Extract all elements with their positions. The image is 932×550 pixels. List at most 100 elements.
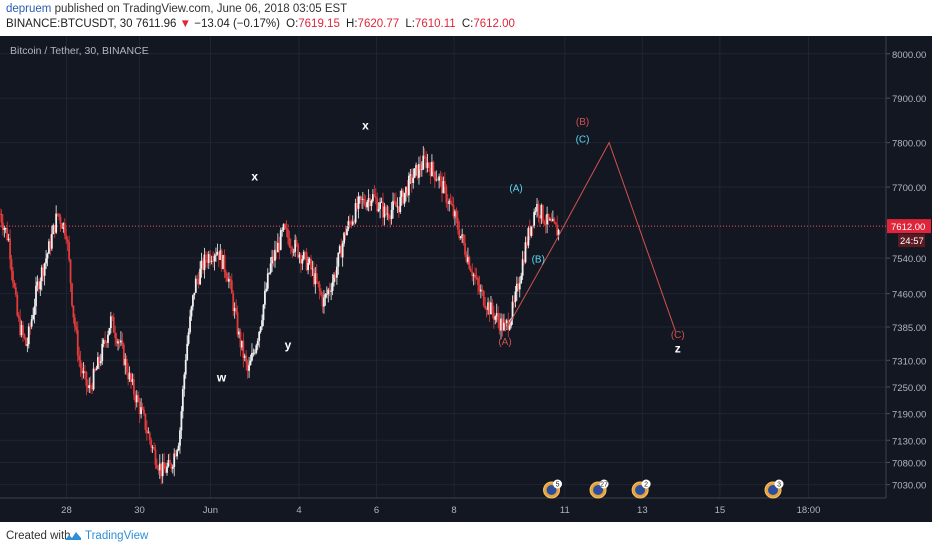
symbol-label: BINANCE:BTCUSDT, 30 — [6, 18, 133, 30]
candle-body — [528, 228, 531, 236]
wave-label: x — [362, 118, 369, 132]
candle-body — [514, 291, 517, 302]
candle-body — [176, 450, 178, 457]
candle-body — [420, 169, 423, 171]
candle-body — [236, 312, 239, 335]
candle-body — [373, 194, 376, 197]
candle-body — [495, 313, 498, 317]
candle-body — [112, 317, 115, 333]
candle-body — [305, 252, 308, 271]
candle-body — [117, 341, 119, 344]
candle-body — [443, 181, 446, 187]
wave-label: (C) — [671, 330, 685, 341]
candle-body — [226, 277, 229, 282]
chart-background — [0, 36, 932, 522]
candle-body — [546, 213, 549, 225]
candle-body — [526, 242, 528, 246]
candle-body — [412, 177, 415, 184]
tradingview-brand[interactable]: TradingView — [85, 530, 149, 542]
candle-body — [245, 355, 248, 363]
candle-body — [520, 275, 523, 284]
candle-body — [207, 254, 210, 263]
candle-body — [3, 228, 6, 230]
candle-body — [533, 212, 536, 227]
candle-body — [173, 453, 176, 468]
candle-body — [386, 213, 389, 215]
candle-body — [376, 198, 379, 212]
candle-body — [76, 329, 79, 356]
candle-body — [367, 198, 370, 202]
high-value: 7620.77 — [357, 18, 400, 30]
candle-body — [27, 326, 30, 345]
candle-body — [160, 463, 163, 477]
candle-body — [455, 211, 458, 219]
candle-body — [128, 373, 131, 380]
candle-body — [327, 289, 330, 295]
candle-body — [144, 413, 147, 430]
candle-body — [97, 357, 99, 369]
candle-body — [10, 259, 13, 272]
candle-body — [531, 225, 534, 227]
candle-body — [33, 306, 36, 315]
time-axis-label: 6 — [374, 505, 379, 516]
price-axis-label: 7030.00 — [892, 481, 926, 492]
candle-body — [541, 205, 544, 222]
candle-body — [121, 340, 124, 345]
candle-body — [63, 223, 66, 236]
candle-body — [49, 241, 52, 249]
time-axis-label: 30 — [134, 505, 145, 516]
candle-body — [82, 370, 85, 374]
candle-body — [118, 341, 121, 343]
candle-body — [269, 263, 272, 273]
candle-body — [477, 277, 479, 286]
candle-body — [92, 368, 95, 390]
candle-body — [222, 255, 225, 269]
candle-body — [223, 255, 226, 273]
candle-body — [265, 288, 268, 291]
candle-body — [397, 206, 400, 213]
candle-body — [294, 239, 297, 252]
candle-body — [423, 155, 426, 157]
candle-body — [6, 228, 9, 241]
tradingview-logo-icon — [65, 532, 81, 540]
high-label: H: — [346, 18, 358, 30]
candle-body — [369, 198, 371, 207]
candle-body — [549, 219, 551, 221]
price-chart[interactable]: 8000.00 7900.00 7800.00 7700.00 7540.00 7460.… — [0, 36, 932, 522]
wave-label: (A) — [498, 337, 511, 348]
candle-body — [85, 371, 88, 386]
candle-body — [469, 268, 472, 272]
candle-body — [52, 225, 55, 234]
author-link[interactable]: depruem — [6, 3, 52, 15]
event-badge-bg — [641, 479, 651, 489]
candle-body — [544, 224, 547, 225]
wave-label: y — [285, 338, 292, 352]
candle-body — [468, 257, 471, 269]
candle-body — [179, 430, 181, 446]
candle-body — [78, 355, 81, 361]
candle-body — [474, 274, 477, 278]
candle-body — [485, 308, 488, 310]
candle-body — [387, 213, 390, 218]
candle-body — [249, 360, 252, 366]
candle-body — [389, 217, 392, 220]
created-with-label: Created with — [6, 530, 71, 542]
candle-body — [261, 320, 263, 327]
close-label: C: — [461, 18, 474, 30]
candle-body — [554, 222, 557, 225]
candle-body — [130, 373, 132, 382]
candle-body — [310, 258, 312, 270]
candle-body — [164, 468, 167, 473]
candle-body — [232, 293, 235, 312]
wave-label: x — [251, 169, 258, 183]
candle-body — [23, 334, 26, 338]
candle-body — [71, 283, 73, 306]
candle-body — [40, 267, 43, 282]
candle-body — [557, 230, 560, 236]
candle-body — [255, 345, 258, 353]
candle-body — [186, 343, 189, 360]
candle-body — [46, 253, 49, 259]
candle-body — [22, 325, 24, 335]
candle-body — [220, 250, 223, 269]
candle-body — [285, 228, 288, 230]
